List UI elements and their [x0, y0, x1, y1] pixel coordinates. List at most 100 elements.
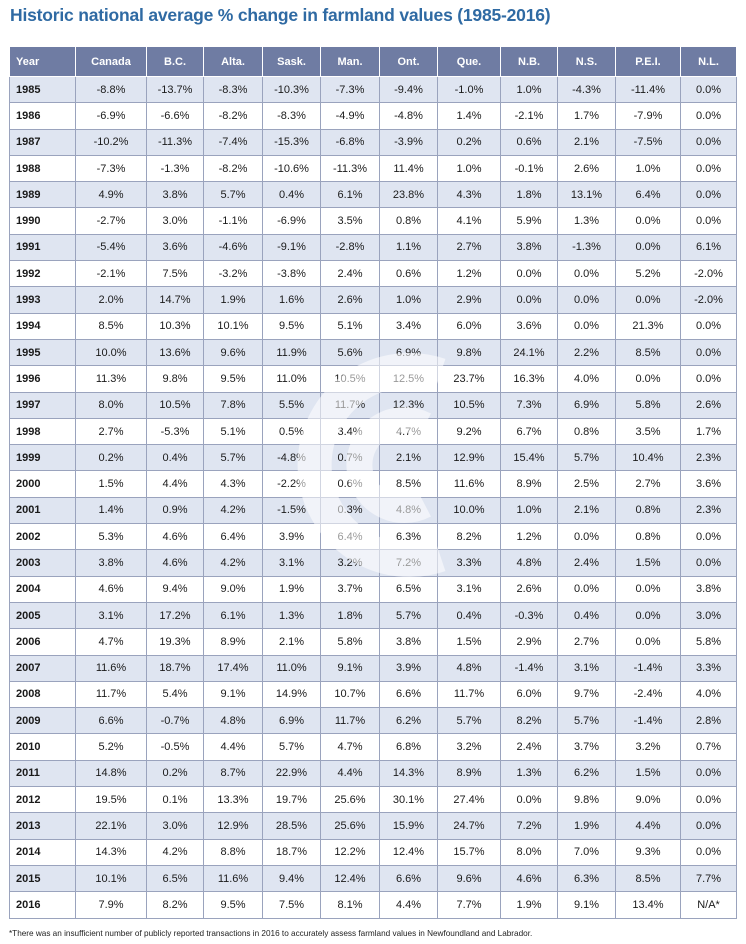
- value-cell: 11.7%: [437, 680, 501, 709]
- value-cell: 16.3%: [500, 365, 558, 393]
- value-cell: 5.5%: [262, 391, 321, 419]
- value-cell: 10.1%: [203, 312, 263, 340]
- value-cell: -4.8%: [262, 444, 321, 472]
- table-body: 1985 -8.8% -13.7% -8.3% -10.3% -7.3% -9.4% -1.0…: [9, 75, 737, 919]
- value-cell: 1.5%: [75, 470, 147, 498]
- value-cell: 6.1%: [203, 601, 263, 630]
- value-cell: 8.2%: [437, 523, 501, 551]
- value-cell: 4.6%: [146, 523, 204, 551]
- value-cell: -4.3%: [557, 75, 616, 104]
- value-cell: 0.8%: [615, 523, 681, 551]
- value-cell: 1.9%: [262, 575, 321, 603]
- table-row: 1990 -2.7% 3.0% -1.1% -6.9% 3.5% 0.8% 4.1% 5.9% 1…: [9, 207, 737, 235]
- value-cell: 0.7%: [320, 444, 380, 472]
- value-cell: 5.7%: [379, 601, 438, 630]
- value-cell: 0.5%: [262, 417, 321, 446]
- value-cell: 5.7%: [437, 707, 501, 735]
- value-cell: 7.5%: [262, 891, 321, 919]
- value-cell: 3.5%: [320, 207, 380, 235]
- value-cell: 9.3%: [615, 838, 681, 866]
- column-header: N.L.: [680, 46, 737, 77]
- value-cell: 15.4%: [500, 444, 558, 472]
- value-cell: 2.7%: [437, 233, 501, 262]
- value-cell: 1.0%: [615, 154, 681, 183]
- value-cell: 0.0%: [615, 207, 681, 235]
- value-cell: 1.8%: [320, 601, 380, 630]
- value-cell: 1.5%: [437, 628, 501, 656]
- value-cell: -0.7%: [146, 707, 204, 735]
- value-cell: -13.7%: [146, 75, 204, 104]
- year-cell: 1991: [9, 233, 76, 262]
- value-cell: 5.2%: [615, 260, 681, 288]
- farmland-values-table: Year Canada B.C. Alta. Sask. Man. Ont. Que. N.B.…: [9, 46, 737, 919]
- value-cell: -2.2%: [262, 470, 321, 498]
- value-cell: 11.7%: [320, 391, 380, 419]
- year-cell: 1990: [9, 207, 76, 235]
- value-cell: 8.5%: [75, 312, 147, 340]
- value-cell: 2.1%: [557, 128, 616, 156]
- value-cell: 12.5%: [379, 365, 438, 393]
- value-cell: -1.0%: [437, 75, 501, 104]
- value-cell: -8.3%: [203, 75, 263, 104]
- value-cell: -10.6%: [262, 154, 321, 183]
- value-cell: -9.1%: [262, 233, 321, 262]
- value-cell: -8.2%: [203, 154, 263, 183]
- value-cell: 24.7%: [437, 812, 501, 840]
- column-header: Que.: [437, 46, 501, 77]
- year-cell: 2012: [9, 786, 76, 814]
- value-cell: 8.0%: [75, 391, 147, 419]
- value-cell: 0.4%: [437, 601, 501, 630]
- value-cell: -1.3%: [146, 154, 204, 183]
- year-cell: 2015: [9, 864, 76, 893]
- value-cell: 8.9%: [437, 759, 501, 788]
- value-cell: 4.4%: [379, 891, 438, 919]
- value-cell: 3.0%: [680, 601, 737, 630]
- value-cell: 6.9%: [557, 391, 616, 419]
- value-cell: 9.5%: [203, 365, 263, 393]
- value-cell: 23.7%: [437, 365, 501, 393]
- value-cell: 0.0%: [680, 312, 737, 340]
- value-cell: 3.8%: [75, 549, 147, 577]
- value-cell: 0.0%: [680, 181, 737, 209]
- year-cell: 2004: [9, 575, 76, 603]
- value-cell: 8.0%: [500, 838, 558, 866]
- value-cell: 1.1%: [379, 233, 438, 262]
- value-cell: 3.7%: [557, 733, 616, 761]
- value-cell: 6.4%: [615, 181, 681, 209]
- value-cell: 15.9%: [379, 812, 438, 840]
- value-cell: 3.9%: [262, 523, 321, 551]
- year-cell: 1994: [9, 312, 76, 340]
- value-cell: 7.8%: [203, 391, 263, 419]
- value-cell: -2.4%: [615, 680, 681, 709]
- value-cell: 0.1%: [146, 786, 204, 814]
- column-header: Canada: [75, 46, 147, 77]
- value-cell: 7.7%: [437, 891, 501, 919]
- column-header: P.E.I.: [615, 46, 681, 77]
- value-cell: 6.4%: [203, 523, 263, 551]
- value-cell: 10.0%: [75, 338, 147, 367]
- table-row: 1987 -10.2% -11.3% -7.4% -15.3% -6.8% -3.9% 0.2…: [9, 128, 737, 156]
- value-cell: -6.8%: [320, 128, 380, 156]
- table-row: 1985 -8.8% -13.7% -8.3% -10.3% -7.3% -9.4% -1.0…: [9, 75, 737, 104]
- value-cell: 1.0%: [437, 154, 501, 183]
- value-cell: 0.0%: [680, 523, 737, 551]
- value-cell: 11.7%: [320, 707, 380, 735]
- value-cell: 2.6%: [680, 391, 737, 419]
- year-cell: 1993: [9, 286, 76, 314]
- value-cell: -0.3%: [500, 601, 558, 630]
- value-cell: 7.2%: [500, 812, 558, 840]
- value-cell: 12.4%: [379, 838, 438, 866]
- value-cell: 1.2%: [437, 260, 501, 288]
- value-cell: 6.0%: [500, 680, 558, 709]
- year-cell: 2011: [9, 759, 76, 788]
- value-cell: 0.6%: [320, 470, 380, 498]
- table-row: 1992 -2.1% 7.5% -3.2% -3.8% 2.4% 0.6% 1.2% 0.0% 0…: [9, 260, 737, 288]
- value-cell: 6.8%: [379, 733, 438, 761]
- value-cell: -3.8%: [262, 260, 321, 288]
- year-cell: 2010: [9, 733, 76, 761]
- value-cell: 2.6%: [500, 575, 558, 603]
- year-cell: 1997: [9, 391, 76, 419]
- value-cell: 0.0%: [680, 128, 737, 156]
- value-cell: -1.3%: [557, 233, 616, 262]
- value-cell: 3.9%: [379, 654, 438, 682]
